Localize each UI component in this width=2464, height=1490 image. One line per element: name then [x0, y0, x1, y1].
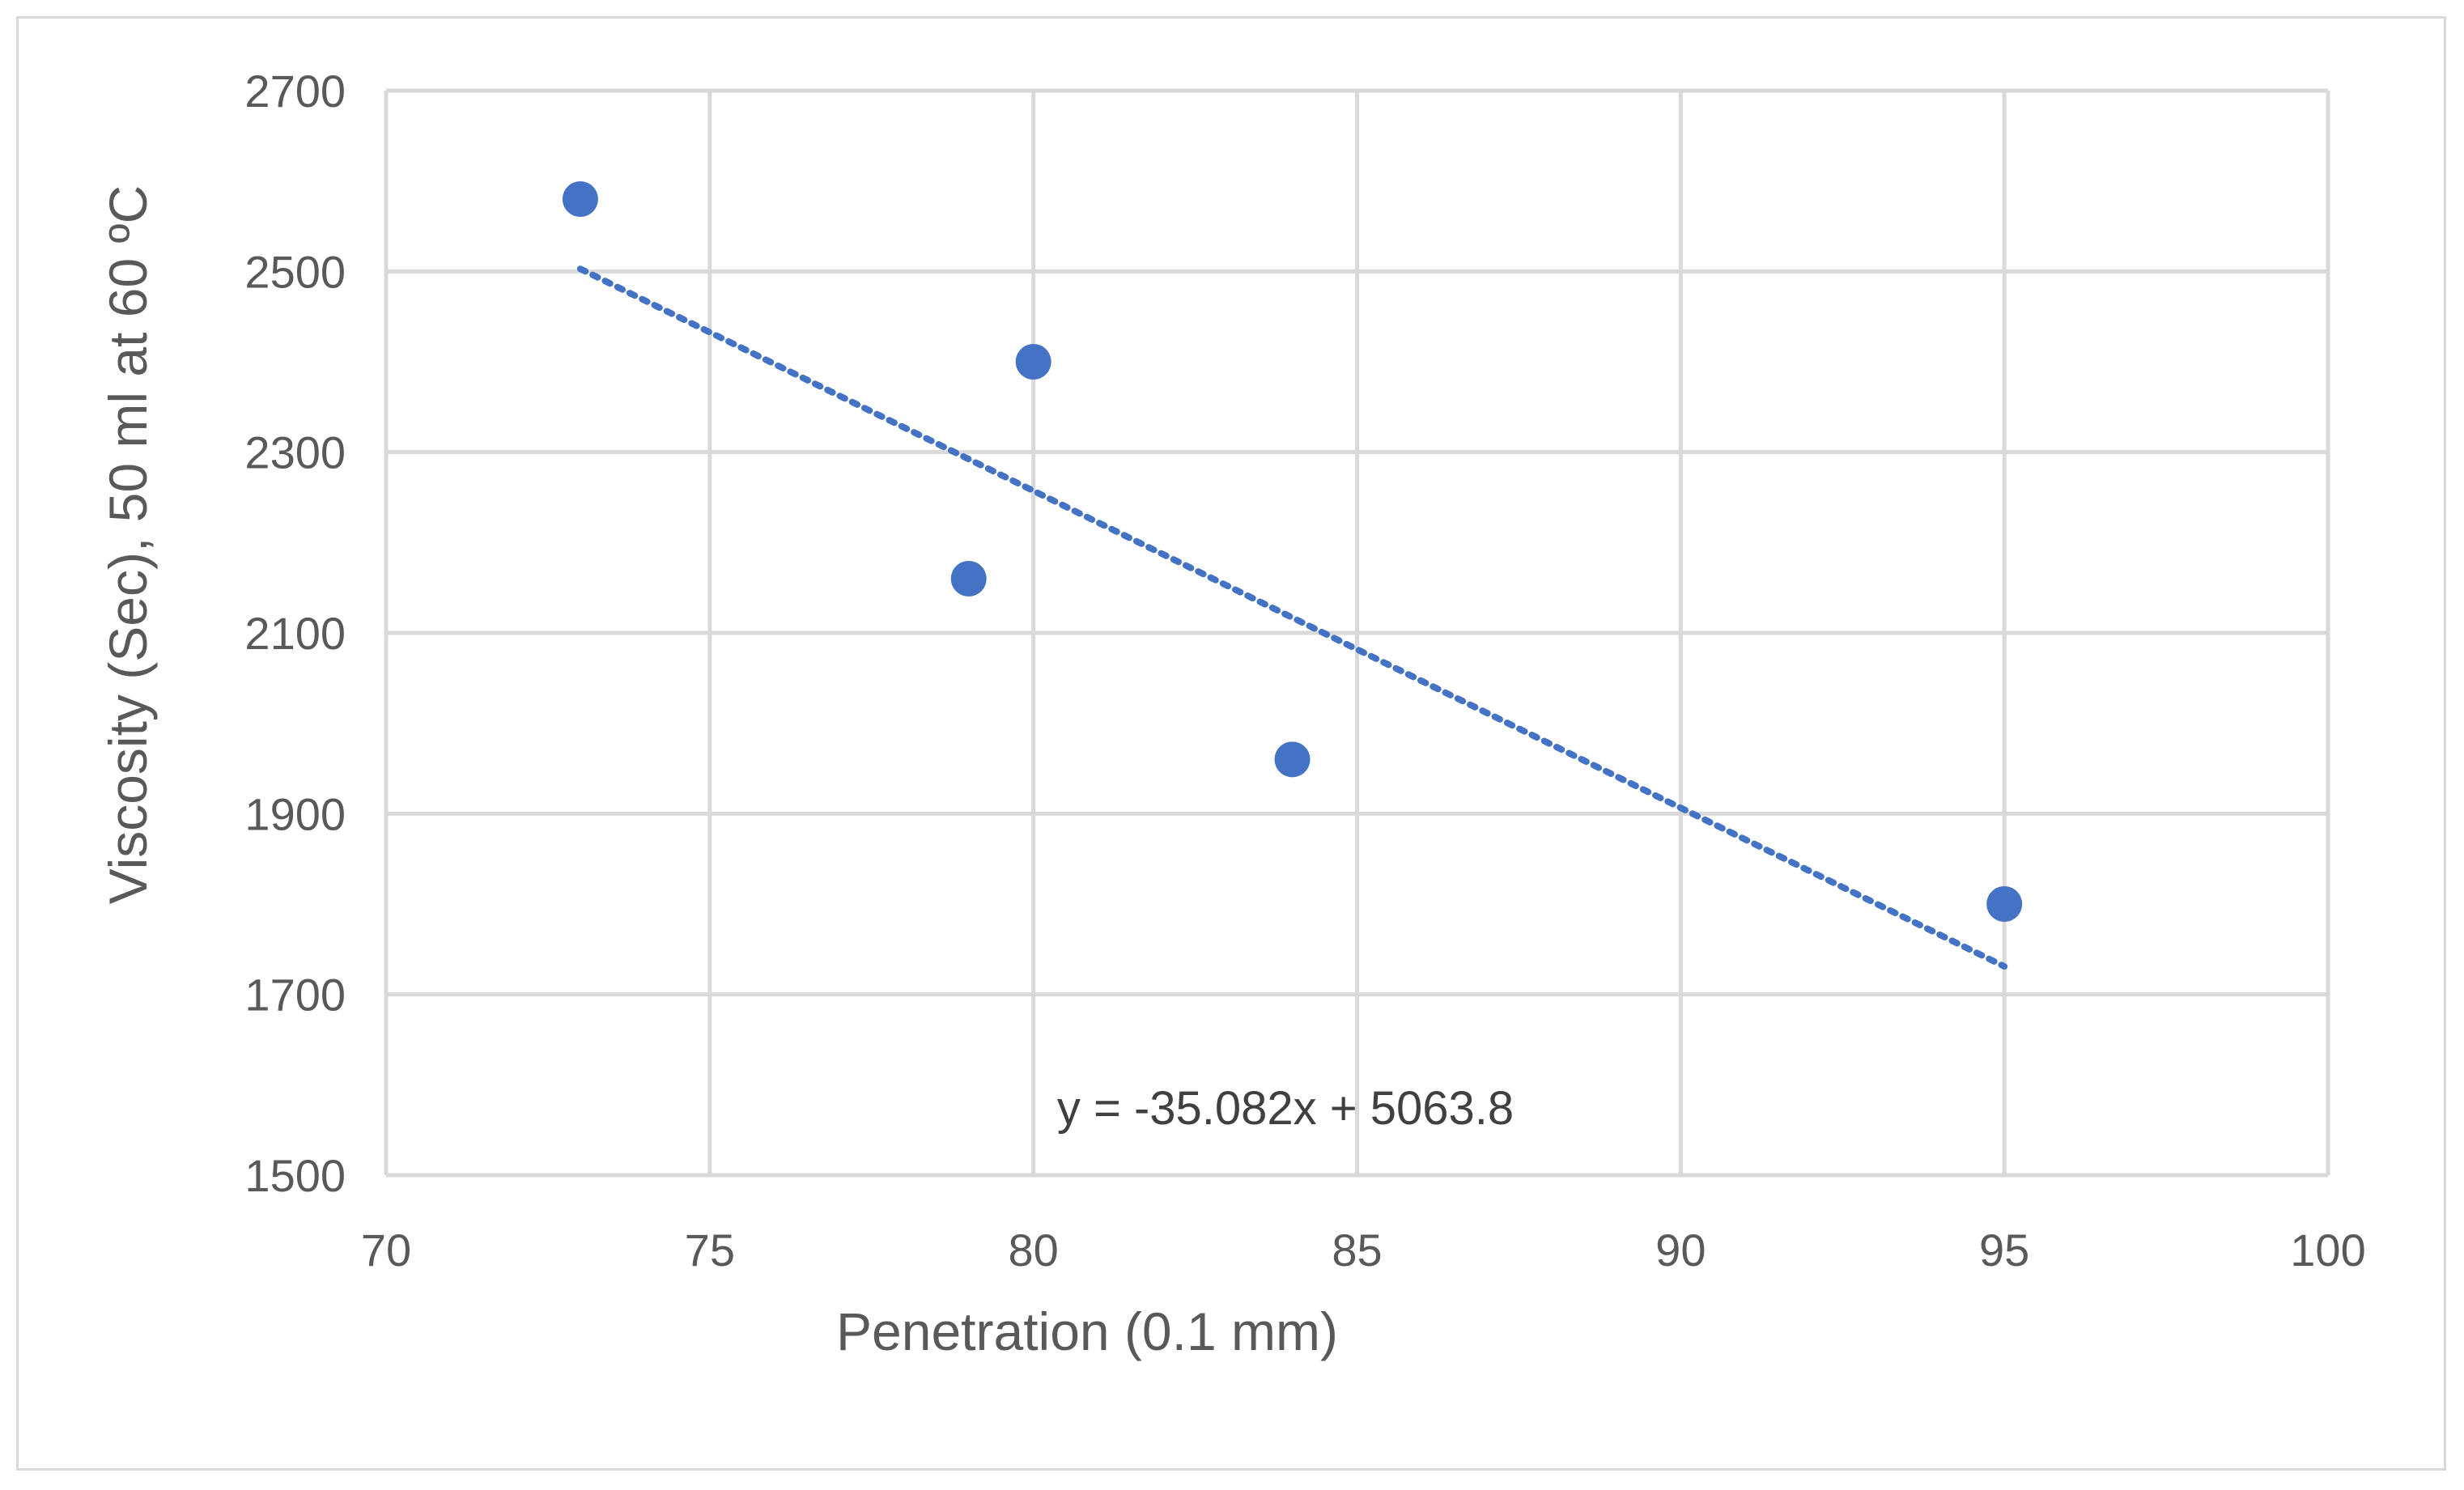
data-point — [1986, 886, 2023, 922]
data-point — [1274, 741, 1311, 778]
data-point — [562, 181, 598, 217]
x-tick-label: 90 — [1655, 1225, 1706, 1276]
data-points — [562, 181, 2023, 922]
x-tick-label: 70 — [361, 1225, 411, 1276]
x-tick-label: 95 — [1979, 1225, 2029, 1276]
y-tick-label: 1700 — [244, 970, 346, 1021]
y-tick-label: 2500 — [244, 246, 346, 297]
trendline — [576, 265, 2008, 970]
x-axis-tick-labels: 70 75 80 85 90 95 100 — [361, 1225, 2366, 1276]
x-tick-label: 75 — [685, 1225, 735, 1276]
data-point — [1015, 344, 1051, 380]
gridlines — [384, 88, 2330, 1178]
y-tick-label: 2700 — [244, 66, 346, 117]
y-tick-label: 1500 — [244, 1150, 346, 1201]
scatter-chart: 1500 1700 1900 2100 2300 2500 2700 70 75 80 85 90 9… — [98, 66, 2366, 1361]
y-tick-label: 2100 — [244, 608, 346, 659]
x-tick-label: 85 — [1332, 1225, 1382, 1276]
x-tick-label: 100 — [2290, 1225, 2365, 1276]
y-tick-label: 2300 — [244, 427, 346, 478]
trendline-layer — [576, 265, 2008, 970]
trendline-equation: y = -35.082x + 5063.8 — [1057, 1082, 1514, 1135]
y-axis-title: Viscosity (Sec), 50 ml at 60 ºC — [98, 185, 158, 905]
data-point — [950, 561, 987, 596]
x-tick-label: 80 — [1009, 1225, 1059, 1276]
y-tick-label: 1900 — [244, 788, 346, 839]
x-axis-title: Penetration (0.1 mm) — [836, 1301, 1338, 1361]
chart-frame: 1500 1700 1900 2100 2300 2500 2700 70 75 80 85 90 9… — [16, 16, 2446, 1471]
y-axis-tick-labels: 1500 1700 1900 2100 2300 2500 2700 — [244, 66, 346, 1201]
